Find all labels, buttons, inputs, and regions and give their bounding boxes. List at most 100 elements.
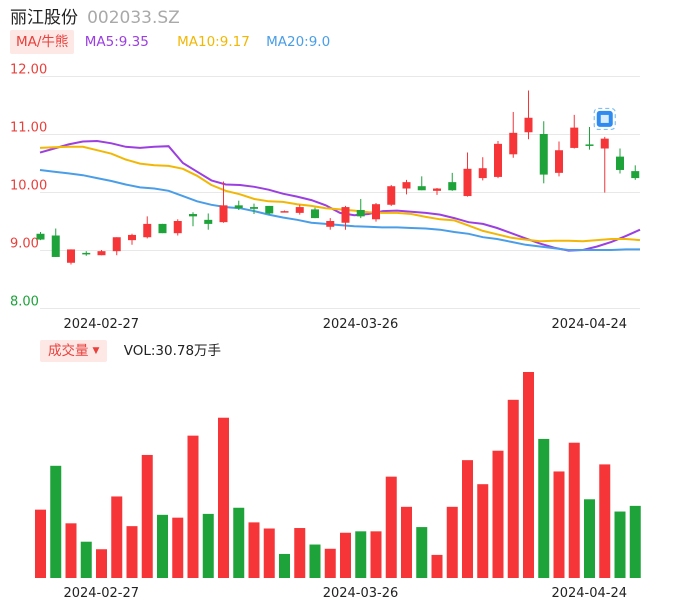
candle-body bbox=[250, 207, 258, 209]
caret-down-icon: ▼ bbox=[92, 346, 100, 356]
volume-bar bbox=[263, 528, 275, 578]
candle bbox=[448, 172, 457, 191]
candle-body bbox=[570, 127, 579, 148]
candle-body bbox=[234, 205, 243, 209]
candle bbox=[67, 249, 75, 265]
volume-toggle-label: 成交量 bbox=[48, 343, 89, 359]
volume-bar bbox=[401, 506, 412, 578]
candle bbox=[143, 216, 152, 239]
ma-type-toggle[interactable]: MA/牛熊 bbox=[10, 30, 75, 54]
volume-bar bbox=[187, 435, 199, 578]
ma20-line bbox=[39, 169, 640, 251]
volume-bar bbox=[523, 372, 534, 578]
candle-body bbox=[204, 219, 213, 224]
candle bbox=[36, 232, 45, 241]
volume-bar bbox=[309, 544, 321, 578]
volume-date-axis-labels: 2024-02-27 2024-03-26 2024-04-24 bbox=[63, 586, 627, 601]
candle-body bbox=[356, 209, 365, 217]
volume-bar bbox=[324, 548, 336, 578]
volume-bar bbox=[248, 522, 260, 578]
volume-bar bbox=[477, 484, 489, 578]
volume-bar bbox=[96, 549, 107, 578]
candle bbox=[478, 157, 487, 181]
volume-bar bbox=[370, 531, 382, 578]
candle-body bbox=[433, 188, 441, 191]
candle-body bbox=[600, 138, 609, 149]
candle-body bbox=[265, 205, 274, 214]
stock-name: 丽江股份 bbox=[10, 8, 78, 28]
candle-body bbox=[585, 144, 594, 146]
volume-bar bbox=[462, 460, 473, 578]
stock-header: 丽江股份 002033.SZ bbox=[10, 3, 180, 29]
candle-body bbox=[143, 223, 152, 238]
volume-bar bbox=[431, 554, 443, 578]
candle-body bbox=[158, 223, 167, 234]
volume-value: VOL:30.78万手 bbox=[123, 343, 222, 359]
candle bbox=[539, 121, 548, 184]
date-tick-label: 2024-02-27 bbox=[63, 317, 139, 332]
volume-bar bbox=[568, 442, 580, 578]
ma10-line bbox=[39, 145, 641, 243]
volume-bar bbox=[599, 464, 611, 578]
info-badge-ring bbox=[593, 107, 616, 131]
date-tick-label: 2024-03-26 bbox=[323, 317, 399, 332]
candle bbox=[631, 165, 640, 180]
candle bbox=[372, 203, 380, 222]
candle bbox=[173, 219, 182, 236]
candle bbox=[97, 250, 106, 256]
candle bbox=[265, 205, 274, 215]
candle-body bbox=[128, 234, 136, 241]
volume-legend: 成交量 ▼ VOL:30.78万手 bbox=[40, 340, 221, 362]
candle-body bbox=[387, 186, 396, 205]
candle-body bbox=[280, 211, 289, 213]
candle bbox=[570, 114, 579, 149]
volume-bar bbox=[492, 450, 504, 578]
candle bbox=[295, 204, 304, 215]
volume-bar bbox=[538, 438, 550, 578]
candle bbox=[128, 233, 136, 245]
volume-bar bbox=[126, 526, 138, 578]
date-tick-label: 2024-04-24 bbox=[551, 317, 627, 332]
candle bbox=[51, 228, 60, 257]
price-grid bbox=[40, 76, 640, 309]
price-tick-label: 8.00 bbox=[10, 295, 39, 310]
candle-body bbox=[509, 132, 518, 155]
candle bbox=[219, 181, 228, 223]
candlesticks bbox=[36, 90, 640, 265]
volume-indicator-toggle[interactable]: 成交量 ▼ bbox=[40, 340, 108, 362]
volume-date-tick-label: 2024-02-27 bbox=[63, 586, 139, 601]
candle-body bbox=[219, 205, 228, 223]
candle-body bbox=[189, 214, 197, 217]
info-badge[interactable] bbox=[593, 107, 616, 131]
candle bbox=[250, 203, 258, 215]
volume-bar bbox=[172, 517, 184, 578]
candle bbox=[387, 185, 396, 206]
candle-body bbox=[494, 143, 502, 177]
candle bbox=[158, 223, 167, 234]
candle bbox=[112, 237, 121, 256]
volume-date-tick-label: 2024-04-24 bbox=[551, 586, 627, 601]
candle-body bbox=[402, 182, 411, 189]
candle bbox=[402, 179, 411, 195]
candle-body bbox=[341, 207, 350, 223]
volume-bar bbox=[157, 514, 168, 578]
candle bbox=[494, 140, 502, 179]
candle-body bbox=[36, 233, 45, 240]
candle bbox=[204, 213, 213, 230]
volume-bar bbox=[141, 454, 153, 578]
candle-body bbox=[97, 251, 106, 256]
volume-bar bbox=[507, 399, 519, 578]
volume-bar bbox=[279, 553, 290, 578]
ma5-legend-label: MA5:9.35 bbox=[84, 34, 149, 50]
candle bbox=[463, 152, 472, 197]
price-tick-label: 9.00 bbox=[10, 237, 39, 252]
volume-bar bbox=[111, 496, 123, 578]
volume-bars bbox=[35, 372, 641, 578]
volume-bar bbox=[294, 528, 306, 578]
candle-body bbox=[417, 186, 426, 191]
candle bbox=[326, 218, 335, 230]
volume-bar bbox=[355, 531, 367, 578]
candle bbox=[509, 111, 518, 158]
volume-bar bbox=[629, 505, 641, 578]
